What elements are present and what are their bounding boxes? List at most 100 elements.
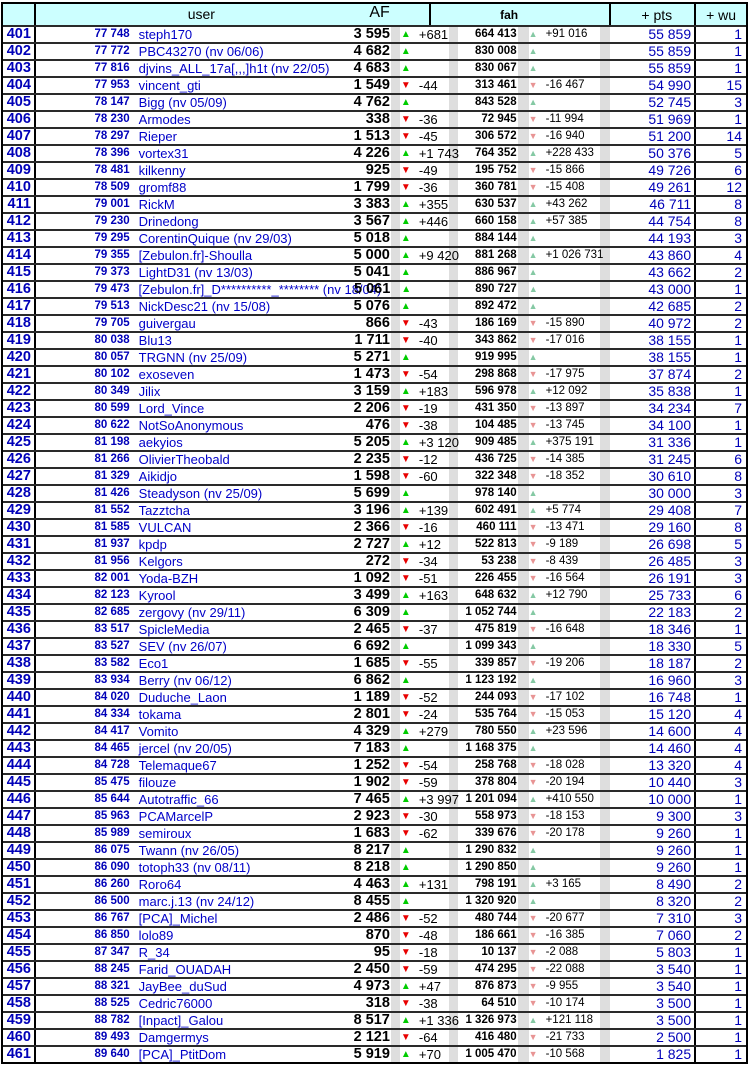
username-link[interactable]: RickM <box>138 197 175 212</box>
plus-pts-cell: 55 859 <box>609 61 697 76</box>
up-arrow-icon: ▲ <box>400 607 411 618</box>
username-link[interactable]: Steadyson (nv 25/09) <box>138 486 263 501</box>
plus-pts-cell: 31 245 <box>609 452 697 467</box>
username-link[interactable]: R_34 <box>138 945 170 960</box>
username-link[interactable]: Kelgors <box>138 554 183 569</box>
down-arrow-icon: ▼ <box>528 930 538 940</box>
username-link[interactable]: JayBee_duSud <box>138 979 227 994</box>
up-arrow-icon: ▲ <box>400 726 411 737</box>
username-link[interactable]: djvins_ALL_17a[,,,]h1t (nv 22/05) <box>138 61 330 76</box>
plus-wu-cell: 8 <box>734 213 742 229</box>
username-link[interactable]: SpicleMedia <box>138 622 210 637</box>
username-link[interactable]: [PCA]_Michel <box>138 911 218 926</box>
username-link[interactable]: Duduche_Laon <box>138 690 227 705</box>
plus-wu-cell: 1 <box>734 417 742 433</box>
fah-delta-cell: -16 467 <box>545 79 585 91</box>
af-points-cell: 4 329 <box>353 723 390 739</box>
username-link[interactable]: kpdp <box>138 537 167 552</box>
fah-points-cell: 475 819 <box>475 623 517 635</box>
username-link[interactable]: [PCA]_PtitDom <box>138 1047 227 1062</box>
username-link[interactable]: NickDesc21 (nv 15/08) <box>138 299 271 314</box>
plus-pts-cell: 46 711 <box>609 197 697 212</box>
username-link[interactable]: totoph33 (nv 08/11) <box>138 860 251 875</box>
username-link[interactable]: Farid_OUADAH <box>138 962 232 977</box>
af-delta-cell: -38 <box>418 996 438 1011</box>
username-link[interactable]: Jilix <box>138 384 161 399</box>
username-link[interactable]: CorentinQuique (nv 29/03) <box>138 231 292 246</box>
username-link[interactable]: TRGNN (nv 25/09) <box>138 350 248 365</box>
username-link[interactable]: Vomito <box>138 724 179 739</box>
af-delta-cell: -18 <box>418 945 438 960</box>
username-link[interactable]: LightD31 (nv 13/03) <box>138 265 253 280</box>
username-link[interactable]: Aikidjo <box>138 469 177 484</box>
username-link[interactable]: semiroux <box>138 826 192 841</box>
table-row: 431 81 937 kpdp 2 727 ▲ +12 522 813 ▼ -9… <box>3 535 746 552</box>
table-row: 459 88 782 [Inpact]_Galou 8 517 ▲ +1 336… <box>3 1011 746 1028</box>
fah-points-cell: 830 008 <box>475 45 517 57</box>
af-delta-cell: -34 <box>418 554 438 569</box>
username-link[interactable]: Kyrool <box>138 588 176 603</box>
username-link[interactable]: Blu13 <box>138 333 172 348</box>
username-link[interactable]: Bigg (nv 05/09) <box>138 95 227 110</box>
plus-wu-cell: 8 <box>734 468 742 484</box>
username-link[interactable]: SEV (nv 26/07) <box>138 639 227 654</box>
fah-points-cell: 195 752 <box>475 164 517 176</box>
plus-pts-cell: 55 859 <box>609 44 697 59</box>
username-link[interactable]: Tazztcha <box>138 503 190 518</box>
username-link[interactable]: Drinedong <box>138 214 199 229</box>
rank-cell: 449 <box>3 843 36 858</box>
fah-points-cell: 244 093 <box>475 691 517 703</box>
username-link[interactable]: steph170 <box>138 27 193 42</box>
username-link[interactable]: vortex31 <box>138 146 189 161</box>
username-link[interactable]: lolo89 <box>138 928 174 943</box>
username-link[interactable]: NotSoAnonymous <box>138 418 244 433</box>
username-link[interactable]: Eco1 <box>138 656 169 671</box>
username-link[interactable]: Yoda-BZH <box>138 571 199 586</box>
user-id-cell: 88 321 <box>94 980 130 992</box>
fah-delta-cell: -15 053 <box>545 708 585 720</box>
username-link[interactable]: guivergau <box>138 316 196 331</box>
username-link[interactable]: filouze <box>138 775 177 790</box>
username-link[interactable]: jercel (nv 20/05) <box>138 741 232 756</box>
username-link[interactable]: Rieper <box>138 129 177 144</box>
username-link[interactable]: vincent_gti <box>138 78 201 93</box>
username-link[interactable]: PCAMarcelP <box>138 809 214 824</box>
plus-pts-cell: 8 490 <box>609 877 697 892</box>
user-id-cell: 86 075 <box>94 844 130 856</box>
username-link[interactable]: Berry (nv 06/12) <box>138 673 232 688</box>
username-link[interactable]: kilkenny <box>138 163 186 178</box>
username-link[interactable]: Roro64 <box>138 877 182 892</box>
username-link[interactable]: PBC43270 (nv 06/06) <box>138 44 264 59</box>
username-link[interactable]: Autotraffic_66 <box>138 792 219 807</box>
username-link[interactable]: Cedric76000 <box>138 996 213 1011</box>
af-points-cell: 925 <box>365 162 390 178</box>
username-link[interactable]: Telemaque67 <box>138 758 217 773</box>
username-link[interactable]: OlivierTheobald <box>138 452 230 467</box>
plus-pts-cell: 30 610 <box>609 469 697 484</box>
table-row: 402 77 772 PBC43270 (nv 06/06) 4 682 ▲ 8… <box>3 42 746 59</box>
username-link[interactable]: VULCAN <box>138 520 192 535</box>
username-link[interactable]: marc.j.13 (nv 24/12) <box>138 894 255 909</box>
username-link[interactable]: zergovy (nv 29/11) <box>138 605 246 620</box>
username-link[interactable]: Damgermys <box>138 1030 209 1045</box>
username-link[interactable]: Armodes <box>138 112 191 127</box>
plus-wu-cell: 2 <box>734 264 742 280</box>
username-link[interactable]: [Zebulon.fr]-Shoulla <box>138 248 253 263</box>
fah-delta-cell: -15 408 <box>545 181 585 193</box>
fah-delta-cell: +410 550 <box>545 793 594 805</box>
af-points-cell: 866 <box>365 315 390 331</box>
rank-cell: 430 <box>3 520 36 535</box>
username-link[interactable]: exoseven <box>138 367 195 382</box>
username-link[interactable]: Twann (nv 26/05) <box>138 843 240 858</box>
username-link[interactable]: aekyios <box>138 435 183 450</box>
username-link[interactable]: gromf88 <box>138 180 187 195</box>
username-link[interactable]: Lord_Vince <box>138 401 205 416</box>
plus-pts-cell: 14 600 <box>609 724 697 739</box>
username-link[interactable]: [Zebulon.fr]_D**********_******** (nv 18… <box>138 282 382 297</box>
down-arrow-icon: ▼ <box>528 165 538 175</box>
user-id-cell: 79 705 <box>94 317 130 329</box>
username-link[interactable]: [Inpact]_Galou <box>138 1013 224 1028</box>
username-link[interactable]: tokama <box>138 707 182 722</box>
user-id-cell: 80 599 <box>94 402 130 414</box>
rank-cell: 432 <box>3 554 36 569</box>
